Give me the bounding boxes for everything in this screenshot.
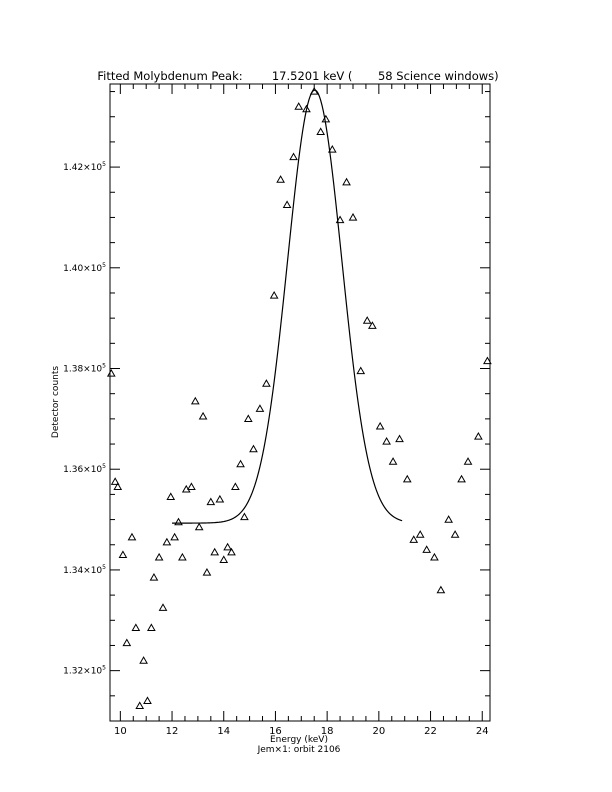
data-point [255, 404, 265, 412]
data-point [444, 515, 454, 523]
y-tick-label: 1.40×105 [63, 262, 106, 274]
data-point [289, 152, 298, 161]
fit-curve-layer [172, 89, 403, 524]
data-point [110, 477, 120, 485]
x-tick-label: 18 [321, 726, 334, 737]
data-point [249, 444, 258, 453]
data-point [276, 175, 285, 183]
data-point [178, 552, 187, 561]
data-point [368, 321, 377, 329]
x-axis-label: Energy (keV) [270, 735, 328, 745]
data-point [187, 482, 196, 490]
data-point [206, 497, 216, 506]
data-point [219, 555, 229, 563]
data-point [483, 356, 492, 365]
x-tick-label: 22 [424, 726, 437, 737]
data-point [327, 144, 337, 153]
data-point [269, 290, 279, 299]
data-point [146, 623, 156, 631]
data-point [388, 457, 398, 465]
data-point [474, 431, 483, 440]
data-point [154, 552, 164, 561]
data-point [356, 366, 366, 375]
y-tick-label: 1.34×105 [63, 564, 106, 576]
data-point [174, 517, 183, 526]
y-tick-label: 1.32×105 [63, 665, 106, 677]
data-point [122, 638, 132, 647]
fit-curve [172, 89, 403, 524]
data-point [236, 459, 245, 468]
data-point [430, 552, 439, 561]
data-point [450, 530, 460, 538]
y-axis-ticks: 1.32×105 1.34×105 1.36×105 1.38×105 1.40×105… [63, 91, 490, 722]
data-point [342, 177, 351, 186]
data-point [113, 482, 123, 490]
data-point [463, 457, 473, 465]
x-tick-label: 20 [372, 726, 385, 737]
data-point [382, 437, 391, 445]
data-point [294, 102, 304, 110]
data-point [118, 550, 128, 558]
plot-frame [109, 83, 491, 722]
data-point [194, 522, 204, 531]
data-point [158, 603, 168, 611]
data-point [316, 127, 326, 135]
data-point [243, 414, 253, 422]
data-point [375, 421, 385, 430]
data-point [415, 530, 425, 538]
chart-title: Fitted Molybdenum Peak: 17.5201 keV ( 58… [97, 69, 498, 83]
data-point [210, 547, 220, 556]
y-axis-label: Detector counts [51, 366, 61, 438]
data-point [170, 532, 179, 541]
x-axis-ticks: 10 12 14 16 18 20 22 24 [114, 84, 489, 737]
data-points-layer [106, 87, 492, 710]
data-point [149, 572, 159, 581]
data-point [302, 104, 311, 113]
x-tick-label: 16 [269, 726, 282, 737]
data-point [215, 494, 225, 503]
x-tick-label: 14 [217, 726, 230, 737]
data-point [231, 482, 240, 490]
data-point [143, 696, 152, 704]
data-point [227, 547, 236, 556]
data-point [106, 369, 116, 377]
data-point [436, 585, 446, 594]
data-point [223, 542, 232, 551]
data-point [457, 474, 466, 483]
data-point [335, 215, 345, 224]
data-point [166, 492, 176, 501]
data-point [321, 114, 331, 123]
data-point [395, 434, 404, 443]
data-point [362, 316, 372, 324]
data-point [262, 379, 271, 387]
data-point [409, 535, 419, 543]
data-point [162, 537, 172, 546]
data-point [198, 411, 208, 420]
data-point [402, 474, 412, 483]
y-tick-label: 1.38×105 [63, 363, 106, 375]
data-point [422, 545, 432, 553]
data-point [127, 532, 137, 541]
data-point [348, 212, 358, 221]
data-point [131, 623, 141, 631]
x-tick-label: 10 [114, 726, 127, 737]
y-tick-label: 1.42×105 [63, 161, 106, 173]
chart-footer: Jem×1: orbit 2106 [257, 745, 341, 755]
y-tick-label: 1.36×105 [63, 463, 106, 475]
data-point [135, 701, 145, 710]
data-point [139, 656, 148, 664]
data-point [190, 396, 200, 405]
data-point [282, 200, 292, 208]
x-tick-label: 12 [166, 726, 179, 737]
data-point [202, 567, 212, 576]
x-tick-label: 24 [476, 726, 489, 737]
data-point [240, 512, 249, 521]
data-point [309, 87, 319, 95]
